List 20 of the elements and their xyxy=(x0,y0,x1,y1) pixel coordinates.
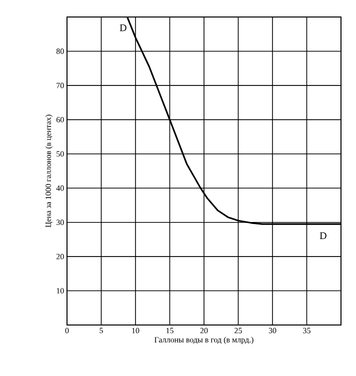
x-tick-label: 30 xyxy=(268,328,276,334)
y-tick-label: 30 xyxy=(56,220,64,226)
x-tick-label: 0 xyxy=(65,328,69,334)
y-tick-label: 80 xyxy=(56,48,64,54)
x-tick-label: 20 xyxy=(200,328,208,334)
y-tick-label: 70 xyxy=(56,82,64,88)
x-tick-label: 15 xyxy=(166,328,174,334)
annotation: D xyxy=(320,232,326,239)
x-tick-label: 25 xyxy=(234,328,242,334)
x-axis-title: Галлоны воды в год (в млрд.) xyxy=(154,336,254,344)
y-tick-label: 10 xyxy=(56,288,64,294)
y-tick-label: 50 xyxy=(56,151,64,157)
y-tick-label: 20 xyxy=(56,254,64,260)
x-tick-label: 5 xyxy=(100,328,103,334)
y-axis-title: Цена за 1000 галлонов (в центах) xyxy=(45,114,53,228)
y-tick-label: 40 xyxy=(56,185,64,191)
annotation: D xyxy=(120,24,126,32)
x-tick-label: 35 xyxy=(303,328,310,334)
y-tick-label: 60 xyxy=(56,116,64,122)
x-tick-label: 10 xyxy=(132,328,140,334)
